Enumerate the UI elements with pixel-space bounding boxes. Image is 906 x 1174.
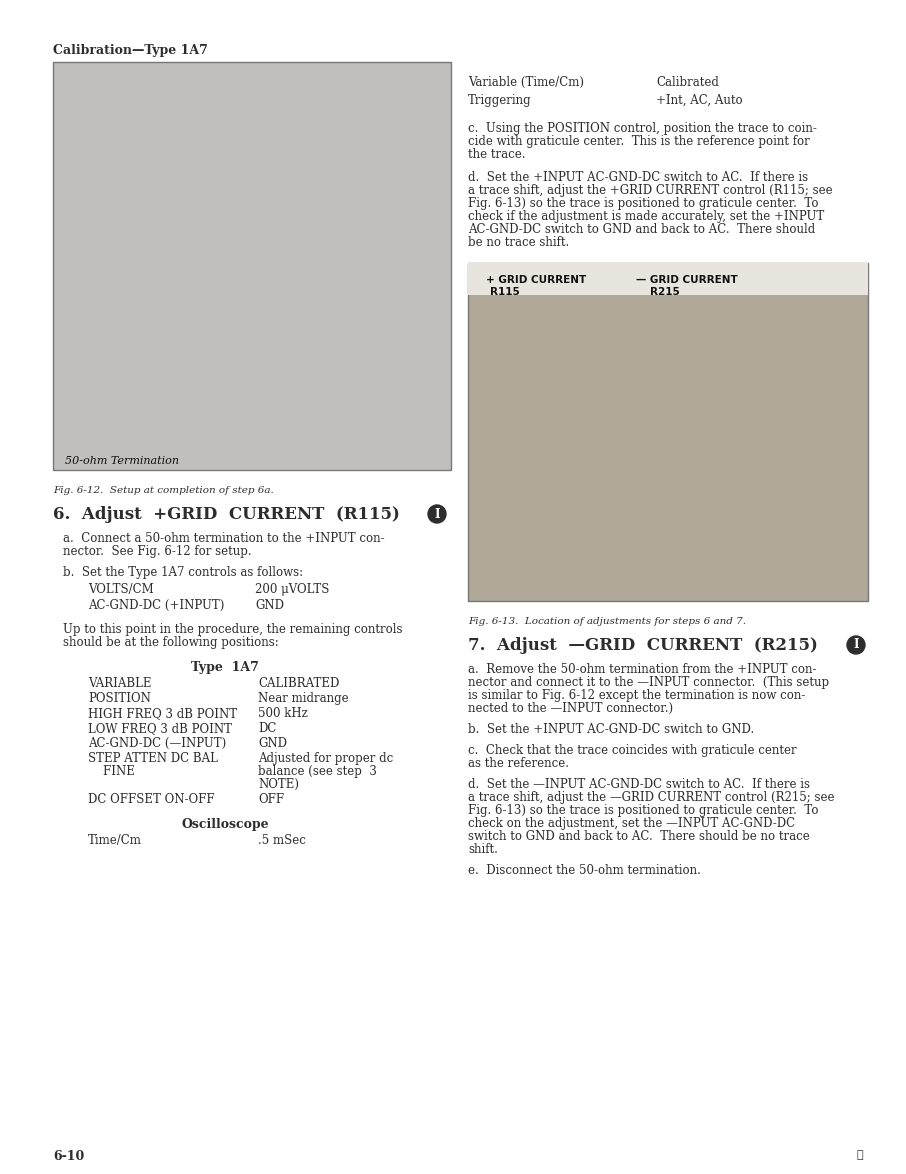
Text: 6-10: 6-10	[53, 1151, 84, 1163]
Text: LOW FREQ 3 dB POINT: LOW FREQ 3 dB POINT	[88, 722, 232, 735]
Text: nected to the —INPUT connector.): nected to the —INPUT connector.)	[468, 702, 673, 715]
Text: 6.  Adjust  +GRID  CURRENT  (R115): 6. Adjust +GRID CURRENT (R115)	[53, 506, 400, 522]
Text: cide with graticule center.  This is the reference point for: cide with graticule center. This is the …	[468, 135, 810, 148]
Text: 50-ohm Termination: 50-ohm Termination	[65, 456, 179, 466]
Text: FINE: FINE	[88, 765, 135, 778]
Text: POSITION: POSITION	[88, 691, 151, 706]
Text: CALIBRATED: CALIBRATED	[258, 677, 340, 690]
Text: Triggering: Triggering	[468, 94, 532, 107]
Text: + GRID CURRENT: + GRID CURRENT	[486, 275, 586, 285]
Bar	[468, 263, 868, 601]
Text: e.  Disconnect the 50-ohm termination.: e. Disconnect the 50-ohm termination.	[468, 864, 701, 877]
Text: AC-GND-DC (—INPUT): AC-GND-DC (—INPUT)	[88, 737, 226, 750]
Text: Time/Cm: Time/Cm	[88, 834, 142, 846]
Text: 200 μVOLTS: 200 μVOLTS	[255, 583, 330, 596]
Text: Fig. 6-13) so the trace is positioned to graticule center.  To: Fig. 6-13) so the trace is positioned to…	[468, 197, 818, 210]
Text: Variable (Time/Cm): Variable (Time/Cm)	[468, 76, 584, 89]
Text: check if the adjustment is made accurately, set the +INPUT: check if the adjustment is made accurate…	[468, 210, 824, 223]
Bar	[468, 263, 868, 295]
Text: check on the adjustment, set the —INPUT AC-GND-DC: check on the adjustment, set the —INPUT …	[468, 817, 795, 830]
Text: GND: GND	[255, 599, 284, 612]
Text: Fig. 6-13.  Location of adjustments for steps 6 and 7.: Fig. 6-13. Location of adjustments for s…	[468, 618, 746, 626]
Text: HIGH FREQ 3 dB POINT: HIGH FREQ 3 dB POINT	[88, 707, 237, 720]
Bar	[53, 62, 451, 470]
Text: +Int, AC, Auto: +Int, AC, Auto	[656, 94, 743, 107]
Text: nector.  See Fig. 6-12 for setup.: nector. See Fig. 6-12 for setup.	[63, 545, 252, 558]
Text: I: I	[853, 639, 859, 652]
Text: b.  Set the +INPUT AC-GND-DC switch to GND.: b. Set the +INPUT AC-GND-DC switch to GN…	[468, 723, 755, 736]
Text: GND: GND	[258, 737, 287, 750]
Text: R215: R215	[650, 286, 680, 297]
Text: c.  Check that the trace coincides with graticule center: c. Check that the trace coincides with g…	[468, 744, 796, 757]
Text: d.  Set the —INPUT AC-GND-DC switch to AC.  If there is: d. Set the —INPUT AC-GND-DC switch to AC…	[468, 778, 810, 791]
Text: Fig. 6-12.  Setup at completion of step 6a.: Fig. 6-12. Setup at completion of step 6…	[53, 486, 274, 495]
Text: should be at the following positions:: should be at the following positions:	[63, 636, 279, 649]
Text: a.  Remove the 50-ohm termination from the +INPUT con-: a. Remove the 50-ohm termination from th…	[468, 663, 816, 676]
Text: VARIABLE: VARIABLE	[88, 677, 151, 690]
Text: Adjusted for proper dc: Adjusted for proper dc	[258, 753, 393, 765]
Text: a trace shift, adjust the —GRID CURRENT control (R215; see: a trace shift, adjust the —GRID CURRENT …	[468, 791, 834, 804]
Text: Ⓐ: Ⓐ	[857, 1151, 863, 1160]
Text: Oscilloscope: Oscilloscope	[181, 818, 269, 831]
Text: c.  Using the POSITION control, position the trace to coin-: c. Using the POSITION control, position …	[468, 122, 817, 135]
Text: .5 mSec: .5 mSec	[258, 834, 306, 846]
Text: is similar to Fig. 6-12 except the termination is now con-: is similar to Fig. 6-12 except the termi…	[468, 689, 805, 702]
Text: d.  Set the +INPUT AC-GND-DC switch to AC.  If there is: d. Set the +INPUT AC-GND-DC switch to AC…	[468, 171, 808, 184]
Text: switch to GND and back to AC.  There should be no trace: switch to GND and back to AC. There shou…	[468, 830, 810, 843]
Text: OFF: OFF	[258, 792, 284, 807]
Circle shape	[428, 505, 446, 522]
Text: shift.: shift.	[468, 843, 498, 856]
Text: Near midrange: Near midrange	[258, 691, 349, 706]
Text: R115: R115	[490, 286, 520, 297]
Text: 7.  Adjust  —GRID  CURRENT  (R215): 7. Adjust —GRID CURRENT (R215)	[468, 637, 818, 654]
Text: Up to this point in the procedure, the remaining controls: Up to this point in the procedure, the r…	[63, 623, 402, 636]
Text: be no trace shift.: be no trace shift.	[468, 236, 569, 249]
Text: the trace.: the trace.	[468, 148, 525, 161]
Text: balance (see step  3: balance (see step 3	[258, 765, 377, 778]
Text: VOLTS/CM: VOLTS/CM	[88, 583, 154, 596]
Text: a trace shift, adjust the +GRID CURRENT control (R115; see: a trace shift, adjust the +GRID CURRENT …	[468, 184, 833, 197]
Text: b.  Set the Type 1A7 controls as follows:: b. Set the Type 1A7 controls as follows:	[63, 566, 304, 579]
Text: Calibrated: Calibrated	[656, 76, 718, 89]
Text: I: I	[434, 507, 439, 520]
Text: Calibration—Type 1A7: Calibration—Type 1A7	[53, 43, 207, 58]
Text: AC-GND-DC switch to GND and back to AC.  There should: AC-GND-DC switch to GND and back to AC. …	[468, 223, 815, 236]
Text: 500 kHz: 500 kHz	[258, 707, 308, 720]
Text: nector and connect it to the —INPUT connector.  (This setup: nector and connect it to the —INPUT conn…	[468, 676, 829, 689]
Text: DC: DC	[258, 722, 276, 735]
Text: STEP ATTEN DC BAL: STEP ATTEN DC BAL	[88, 753, 217, 765]
Text: NOTE): NOTE)	[258, 778, 299, 791]
Circle shape	[847, 636, 865, 654]
Text: a.  Connect a 50-ohm termination to the +INPUT con-: a. Connect a 50-ohm termination to the +…	[63, 532, 385, 545]
Text: DC OFFSET ON-OFF: DC OFFSET ON-OFF	[88, 792, 215, 807]
Text: Fig. 6-13) so the trace is positioned to graticule center.  To: Fig. 6-13) so the trace is positioned to…	[468, 804, 818, 817]
Text: as the reference.: as the reference.	[468, 757, 569, 770]
Text: AC-GND-DC (+INPUT): AC-GND-DC (+INPUT)	[88, 599, 225, 612]
Text: — GRID CURRENT: — GRID CURRENT	[636, 275, 737, 285]
Text: Type  1A7: Type 1A7	[191, 661, 259, 674]
